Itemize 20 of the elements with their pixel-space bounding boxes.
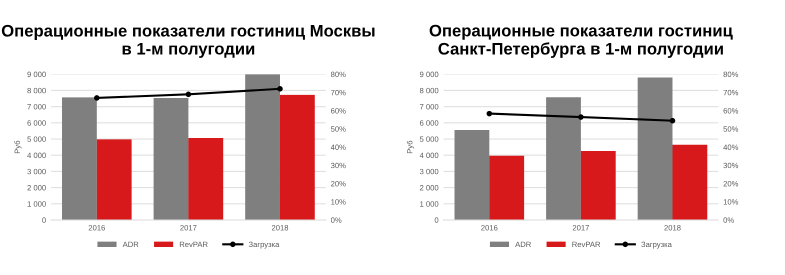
bar	[638, 77, 672, 220]
bar	[489, 156, 524, 220]
bar	[245, 74, 280, 220]
bar	[188, 138, 224, 220]
bar	[546, 97, 581, 220]
point	[578, 114, 584, 120]
bar	[96, 139, 132, 220]
bar	[454, 130, 490, 220]
point	[186, 92, 192, 98]
point	[277, 86, 283, 92]
point	[94, 95, 100, 101]
bar	[280, 94, 315, 220]
bar	[580, 151, 616, 220]
bar	[62, 97, 97, 220]
point	[486, 110, 492, 116]
point	[670, 118, 676, 124]
chart-title: Операционные показатели гостиниц Москвы в 1-м полугодии	[2, 24, 374, 58]
bar	[154, 98, 188, 220]
bar	[672, 144, 708, 220]
chart-title: Операционные показатели гостиниц Санкт-Петербурга в 1-м полугодии	[430, 24, 733, 58]
